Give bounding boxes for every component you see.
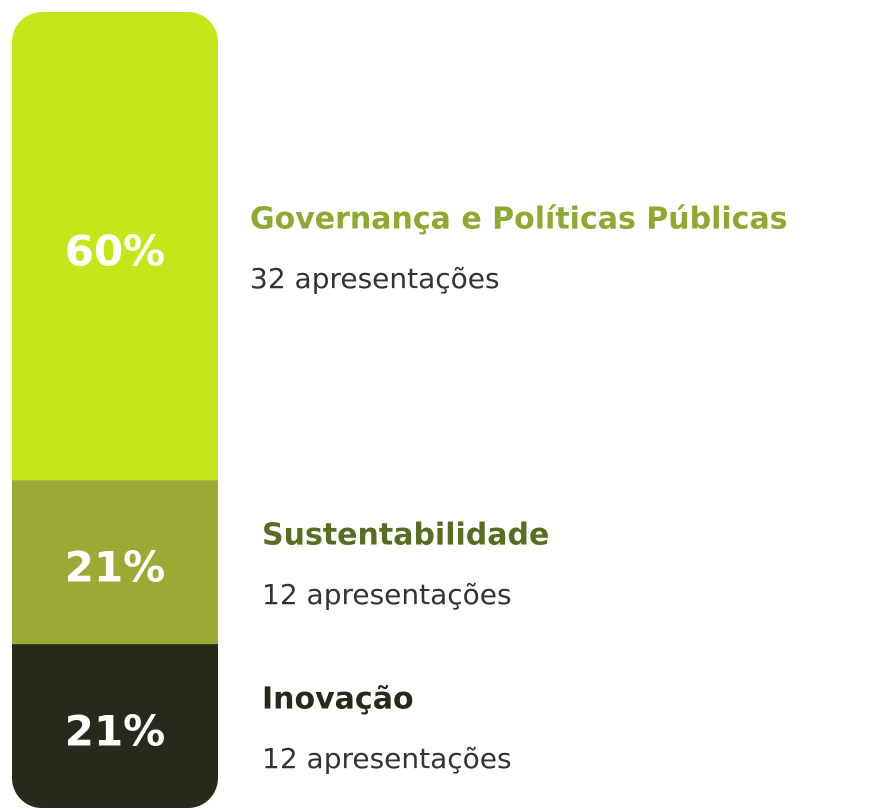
bar-segment bbox=[12, 12, 218, 481]
value-label: 21% bbox=[65, 707, 166, 756]
value-label: 60% bbox=[65, 227, 166, 276]
value-label: 21% bbox=[65, 543, 166, 592]
description: 12 apresentações bbox=[262, 742, 512, 775]
labels: 60% Governança e Políticas Públicas 32 apr… bbox=[65, 202, 788, 775]
description: 32 apresentações bbox=[250, 262, 500, 295]
bar-segment bbox=[12, 644, 218, 808]
legend-label: Sustentabilidade bbox=[262, 518, 549, 553]
stacked-bar bbox=[12, 12, 218, 808]
bar-segment bbox=[12, 480, 218, 645]
legend-label: Governança e Políticas Públicas bbox=[250, 202, 788, 237]
description: 12 apresentações bbox=[262, 578, 512, 611]
legend-label: Inovação bbox=[262, 682, 414, 717]
